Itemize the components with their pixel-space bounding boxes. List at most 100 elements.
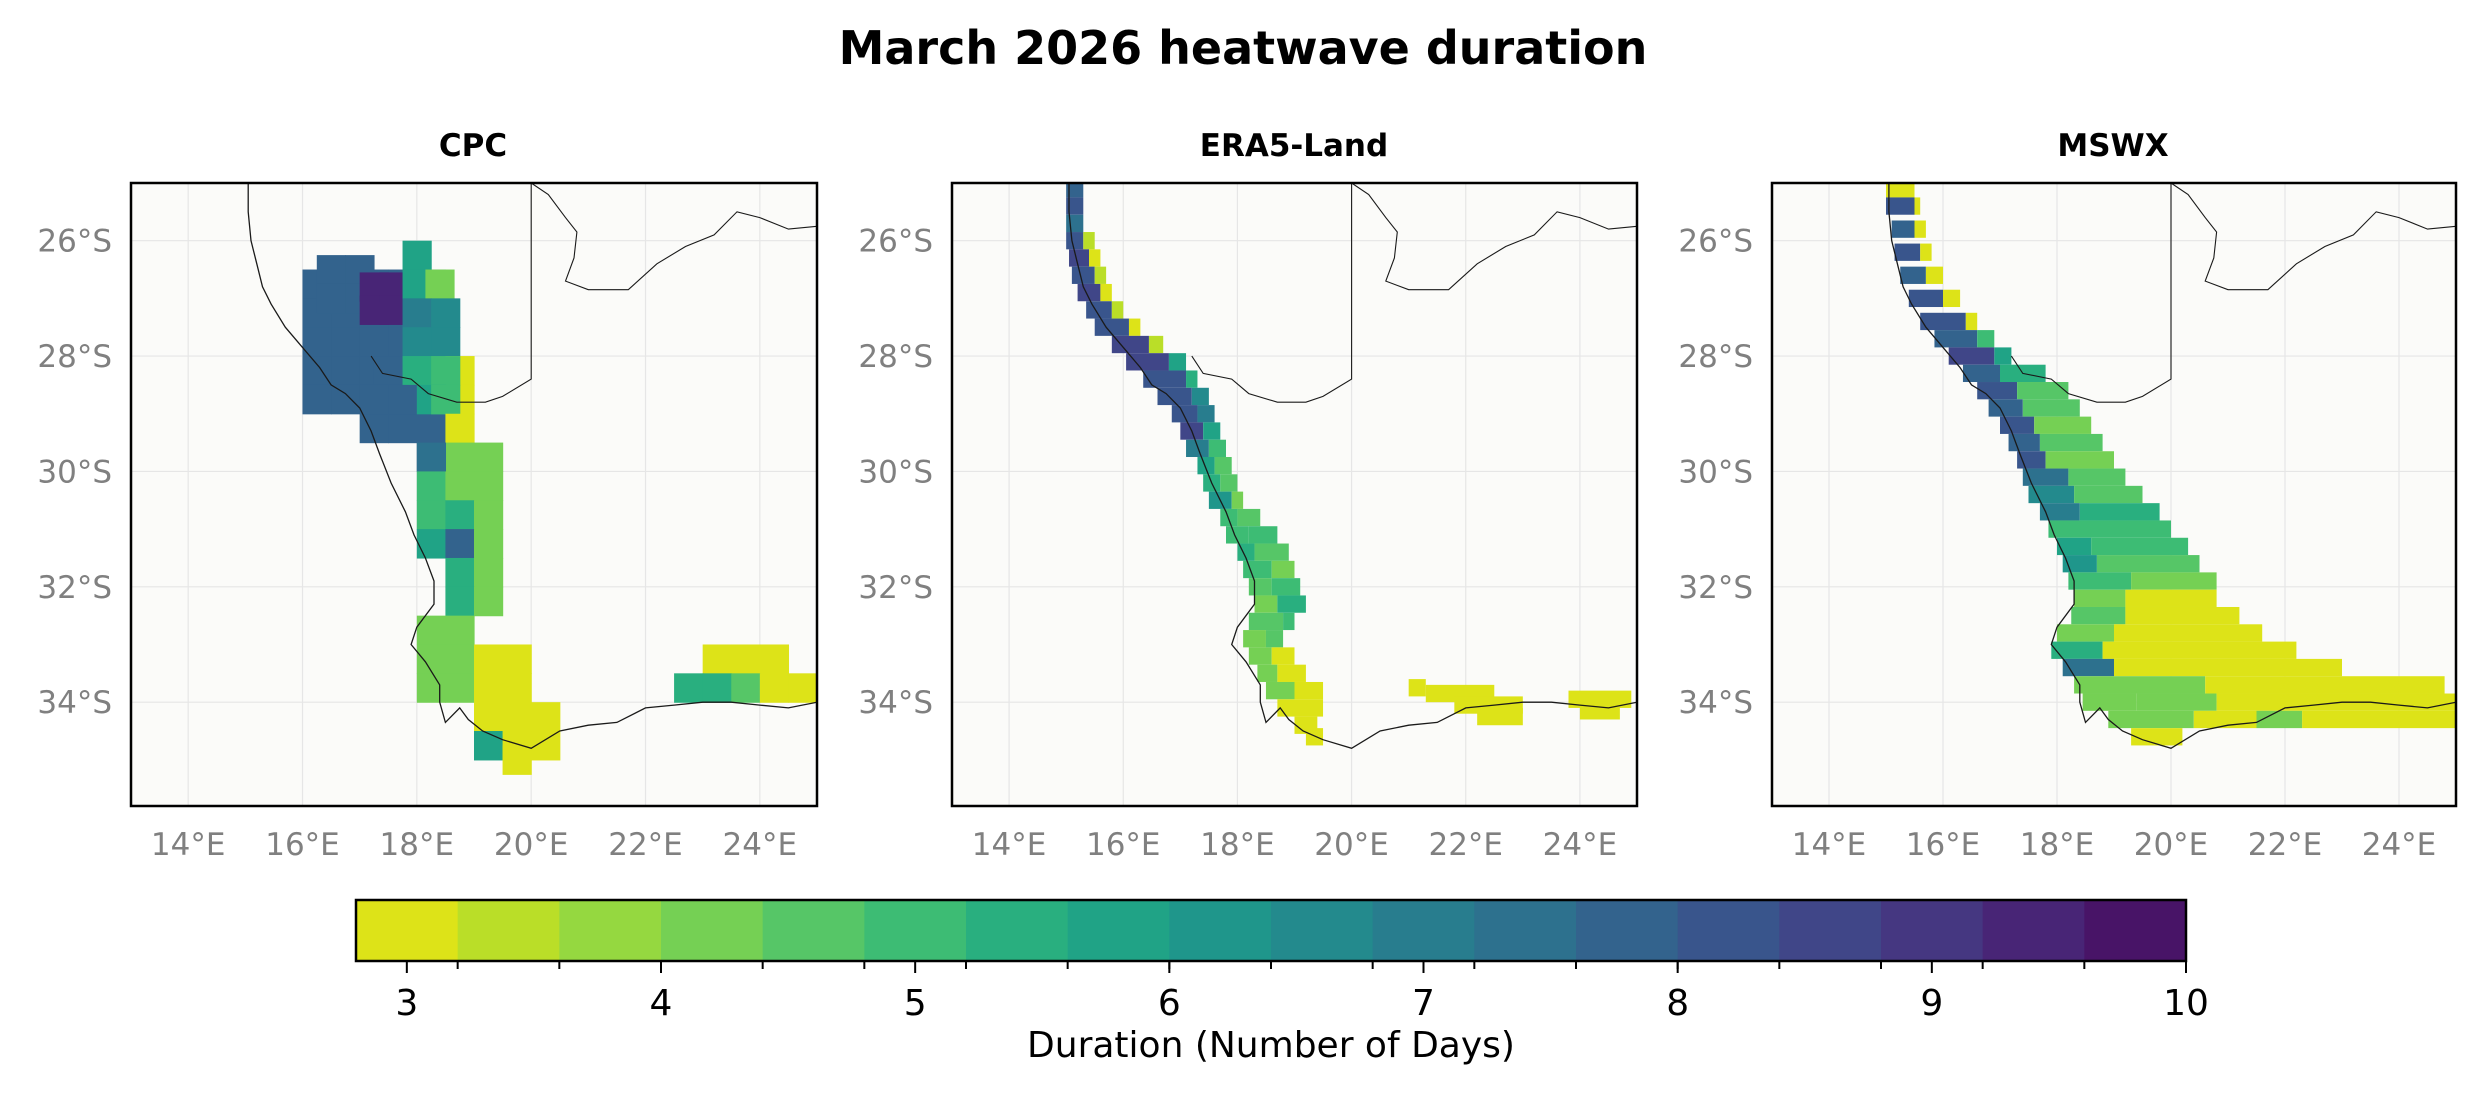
data-cell — [474, 529, 504, 559]
data-cell — [2051, 641, 2103, 659]
y-tick-label: 30°S — [37, 454, 112, 490]
data-cell — [1066, 232, 1084, 250]
colorbar-bin — [1372, 900, 1475, 961]
data-cell — [2034, 416, 2092, 434]
data-cell — [2045, 451, 2114, 469]
data-cell — [416, 500, 447, 530]
data-cell — [2048, 520, 2086, 538]
data-cell — [2008, 433, 2040, 452]
data-cell — [1089, 249, 1101, 267]
country-border — [1191, 183, 1353, 403]
data-cell — [1066, 197, 1084, 215]
colorbar-bin — [457, 900, 560, 961]
colorbar-bin — [2084, 900, 2187, 961]
heatwave-cells — [302, 240, 817, 775]
data-cell — [1197, 405, 1215, 423]
data-cell — [402, 298, 432, 328]
data-cell — [1934, 330, 1978, 348]
data-cell — [1069, 249, 1089, 267]
x-tick-label: 24°E — [723, 827, 798, 863]
data-cell — [416, 413, 447, 444]
data-cell — [416, 673, 447, 703]
data-cell — [416, 615, 447, 646]
data-cell — [1962, 364, 2000, 383]
data-cell — [1168, 353, 1187, 371]
colorbar-tick-label: 5 — [904, 983, 927, 1024]
data-cell — [1977, 382, 2018, 400]
panel-era5-land: ERA5-Land 14°E 16°E 18°E 20°E 22°E 24°E 26°S 28… — [858, 128, 1639, 863]
colorbar-bin — [1779, 900, 1882, 961]
data-cell — [2068, 468, 2126, 486]
data-cell — [431, 384, 461, 415]
panel-title-cpc: CPC — [439, 128, 507, 164]
y-tick-label: 30°S — [858, 454, 933, 490]
colorbar-bin — [966, 900, 1069, 961]
data-cell — [1886, 197, 1915, 215]
colorbar-bin — [1067, 900, 1170, 961]
x-tick-label: 24°E — [2362, 827, 2437, 863]
data-cell — [2039, 503, 2080, 521]
data-cell — [1243, 560, 1272, 579]
data-cell — [1908, 289, 1943, 308]
y-tick-label: 34°S — [1678, 685, 1753, 721]
data-cell — [2131, 572, 2217, 590]
data-cell — [502, 673, 532, 703]
y-tick-label: 28°S — [37, 339, 112, 375]
data-cell — [2125, 606, 2240, 625]
colorbar-tick-label: 8 — [1666, 983, 1689, 1024]
x-tick-label: 24°E — [1543, 827, 1618, 863]
heatwave-cells — [1066, 183, 1632, 746]
y-tick-label: 32°S — [858, 570, 933, 606]
data-cell — [302, 327, 332, 357]
data-cell — [1265, 681, 1295, 700]
data-cell — [474, 442, 504, 473]
colorbar-tick-label: 3 — [395, 983, 418, 1024]
data-cell — [2108, 710, 2194, 729]
data-cell — [2022, 399, 2080, 417]
data-cell — [1920, 312, 1966, 331]
data-cell — [431, 298, 461, 328]
data-cell — [2302, 710, 2456, 729]
data-cell — [1071, 266, 1095, 284]
x-tick-label: 18°E — [2020, 827, 2095, 863]
data-cell — [416, 471, 447, 501]
data-cell — [702, 644, 732, 674]
data-cell — [1914, 220, 1926, 238]
data-cell — [1891, 220, 1915, 238]
data-cell — [731, 644, 761, 674]
colorbar-bin — [1576, 900, 1679, 961]
data-cell — [2082, 693, 2137, 711]
data-cell — [2125, 589, 2217, 607]
data-cell — [402, 356, 432, 386]
x-tick-label: 14°E — [972, 827, 1047, 863]
country-border — [2010, 183, 2172, 403]
x-tick-label: 18°E — [1200, 827, 1275, 863]
data-cell — [759, 673, 790, 703]
plot-frame — [950, 181, 1639, 808]
plot-area-era5-land: 14°E 16°E 18°E 20°E 22°E 24°E 26°S 28°S 30°S 32°S… — [858, 181, 1639, 863]
data-cell — [431, 356, 461, 386]
data-cell — [474, 557, 504, 588]
panel-title-mswx: MSWX — [2057, 128, 2168, 164]
data-cell — [474, 731, 504, 761]
data-cell — [1208, 439, 1226, 458]
colorbar-bin — [1169, 900, 1272, 961]
data-cell — [402, 240, 432, 271]
data-cell — [1248, 612, 1284, 631]
data-cell — [1126, 353, 1169, 371]
data-cell — [2074, 676, 2143, 694]
data-cell — [431, 327, 461, 357]
data-cell — [1294, 681, 1324, 700]
colorbar-tick-label: 9 — [1920, 983, 1943, 1024]
y-tick-label: 28°S — [1678, 339, 1753, 375]
data-cell — [1477, 707, 1523, 726]
y-tick-label: 32°S — [1678, 570, 1753, 606]
x-tick-label: 18°E — [380, 827, 455, 863]
data-cell — [416, 529, 447, 559]
x-tick-label: 16°E — [265, 827, 340, 863]
data-cell — [1248, 526, 1278, 544]
colorbar-tick-label: 7 — [1412, 983, 1435, 1024]
data-cell — [2017, 382, 2069, 400]
data-cell — [1100, 283, 1112, 302]
x-tick-label: 22°E — [2248, 827, 2323, 863]
